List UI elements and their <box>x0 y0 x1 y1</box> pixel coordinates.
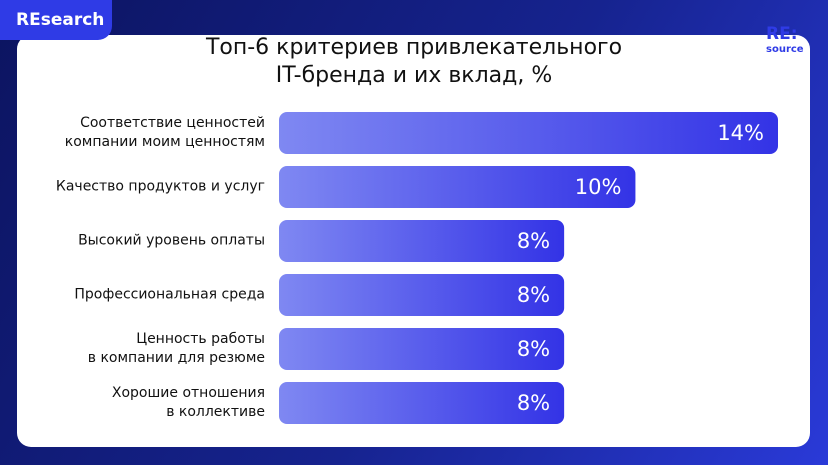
category-label: Качество продуктов и услуг <box>55 178 265 195</box>
bar <box>279 382 565 424</box>
category-label: Хорошие отношения в коллективе <box>111 385 265 420</box>
bar <box>279 220 565 262</box>
bar <box>279 112 778 154</box>
value-label: 8% <box>517 337 550 361</box>
value-label: 8% <box>517 391 550 415</box>
category-label: Профессиональная среда <box>74 286 265 303</box>
category-label: Ценность работы в компании для резюме <box>87 331 265 366</box>
brand-tab: REsearch <box>0 0 112 40</box>
bar <box>279 274 565 316</box>
category-label: Соответствие ценностей компании моим цен… <box>64 115 265 150</box>
logo-sub: source <box>766 44 804 55</box>
value-label: 8% <box>517 229 550 253</box>
bar <box>279 328 565 370</box>
bar <box>279 166 636 208</box>
value-label: 14% <box>717 121 764 145</box>
value-label: 10% <box>575 175 622 199</box>
category-label: Высокий уровень оплаты <box>78 232 265 249</box>
logo: RE: <box>766 24 798 44</box>
chart-title: Топ-6 критериев привлекательного IT-брен… <box>205 35 623 88</box>
value-label: 8% <box>517 283 550 307</box>
